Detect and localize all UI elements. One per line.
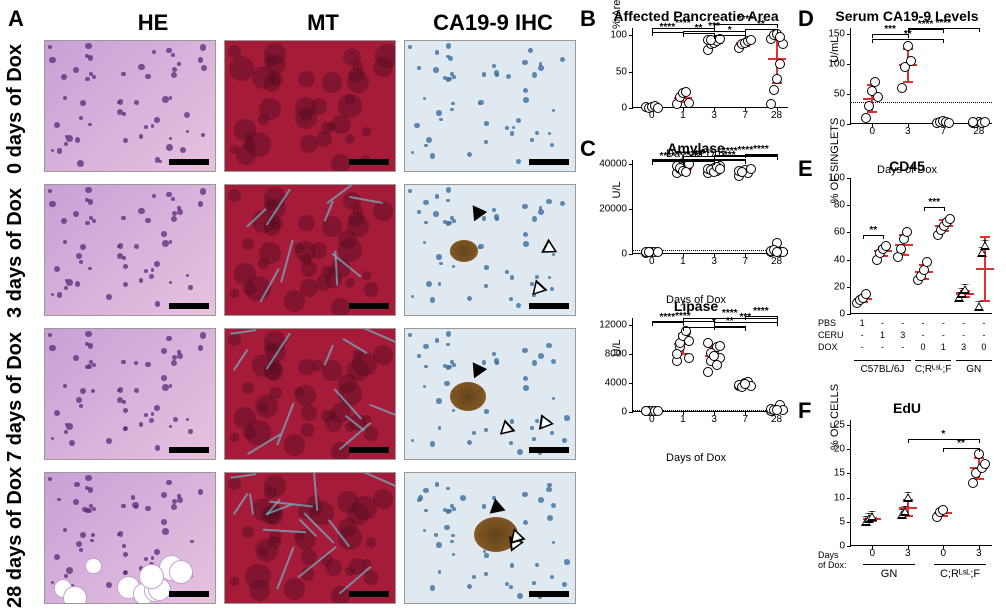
micrograph-r3-c2: [404, 472, 576, 604]
micrograph-r2-c0: [44, 328, 216, 460]
panel-label-b: B: [580, 6, 596, 32]
panel-label-d: D: [798, 6, 814, 32]
row-head-3: 28 days of Dox: [4, 467, 27, 608]
row-head-1: 3 days of Dox: [4, 188, 27, 318]
axes: 05101520250303% OF CELLS***: [850, 420, 992, 546]
chart-title: EdU: [816, 400, 998, 416]
micrograph-r1-c2: [404, 184, 576, 316]
chart-e: CD45020406080100% OF SINGLETS*****PBS1--…: [816, 158, 998, 390]
charts-region: B C D E F Affected Pancreatic Area050100…: [580, 6, 1000, 610]
axes: 050100013728% Area Affected*************…: [632, 28, 788, 108]
row-head-0: 0 days of Dox: [4, 44, 27, 174]
micrograph-r2-c2: [404, 328, 576, 460]
figure: A HE MT CA19-9 IHC 0 days of Dox 3 days …: [0, 0, 1006, 616]
chart-f: EdU 05101520250303% OF CELLS***Daysof Dox…: [816, 400, 998, 606]
col-head-ihc: CA19-9 IHC: [408, 10, 578, 36]
micrograph-r1-c0: [44, 184, 216, 316]
chart-b: Affected Pancreatic Area050100013728% Ar…: [598, 8, 794, 134]
panel-a: A HE MT CA19-9 IHC 0 days of Dox 3 days …: [8, 6, 570, 610]
micrograph-r2-c1: [224, 328, 396, 460]
micrograph-r3-c0: [44, 472, 216, 604]
chart-e-footer: PBS1------CERU-13----DOX---0130C57BL/6JC…: [850, 318, 992, 390]
row-head-2: 7 days of Dox: [4, 332, 27, 462]
axes: 02000040000013728U/L********************…: [632, 160, 788, 254]
axes: 04000800012000013728U/L*****************…: [632, 318, 788, 412]
micrograph-r3-c1: [224, 472, 396, 604]
chart-c-amylase: Amylase02000040000013728U/L*************…: [598, 140, 794, 280]
col-head-he: HE: [78, 10, 228, 36]
panel-label-f: F: [798, 398, 811, 424]
chart-title: Serum CA19-9 Levels: [816, 8, 998, 24]
micrograph-r0-c2: [404, 40, 576, 172]
micrograph-r0-c1: [224, 40, 396, 172]
panel-label-e: E: [798, 156, 813, 182]
axes: 020406080100% OF SINGLETS*****: [850, 178, 992, 314]
chart-c-lipase: Lipase04000800012000013728U/L***********…: [598, 298, 794, 438]
chart-f-footer: Daysof Dox:GNC;Rᴸˢᴸ;F: [850, 550, 992, 606]
micrograph-r0-c0: [44, 40, 216, 172]
micrograph-r1-c1: [224, 184, 396, 316]
panel-label-a: A: [8, 6, 24, 32]
col-head-mt: MT: [248, 10, 398, 36]
panel-label-c: C: [580, 136, 596, 162]
axes: 05010015003728U/mL*************: [850, 28, 992, 124]
chart-d: Serum CA19-9 Levels 05010015003728U/mL***…: [816, 8, 998, 150]
